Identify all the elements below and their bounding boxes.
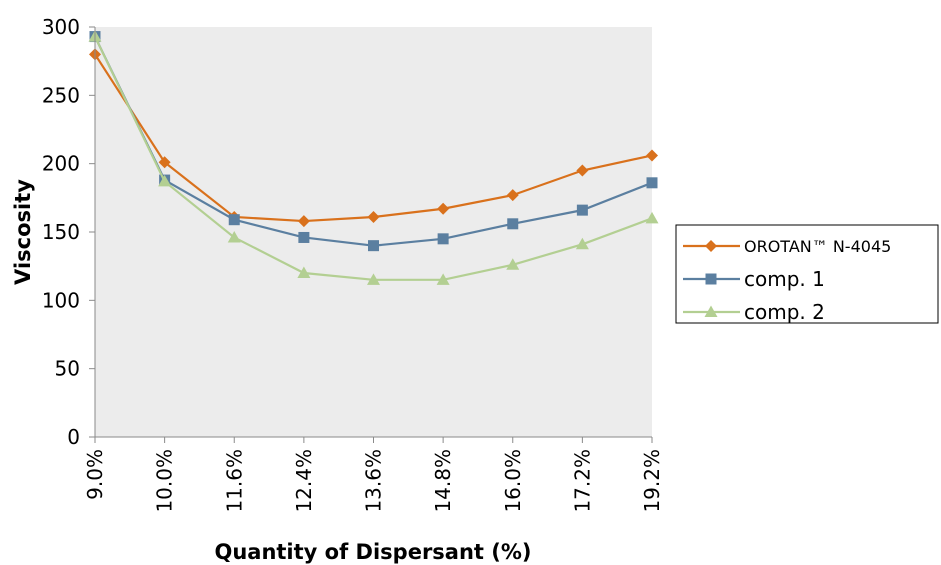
series-3-point [436, 273, 450, 285]
x-tick-label: 19.2% [640, 449, 664, 513]
legend-label: comp. 2 [744, 300, 825, 324]
y-tick-label: 200 [42, 152, 80, 176]
series-2-point [298, 231, 310, 243]
series-3-point [227, 230, 241, 243]
y-tick-label: 50 [55, 357, 80, 381]
series-2-point [576, 204, 588, 216]
legend-items: OROTAN™ N-4045 comp. 1 comp. 2 [683, 237, 891, 324]
series-3-point [158, 174, 172, 187]
y-tick-label: 300 [42, 15, 80, 39]
series-3-point [297, 266, 311, 278]
x-axis-title: Quantity of Dispersant (%) [214, 540, 531, 564]
y-tick-label: 250 [42, 83, 80, 107]
y-tick-label: 100 [42, 288, 80, 312]
series-1-point [646, 149, 658, 162]
legend-label: comp. 1 [744, 267, 825, 291]
y-axis-title: Viscosity [11, 179, 35, 285]
x-tick-label: 11.6% [222, 449, 246, 513]
series-1-point [297, 215, 310, 228]
series-3-point [367, 273, 380, 285]
legend-marker [705, 273, 717, 285]
y-axis-ticks: 0 50 100 150 200 250 300 [42, 15, 95, 449]
series-2-point [437, 233, 449, 245]
series-3-point [506, 258, 520, 270]
x-tick-label: 16.0% [501, 449, 525, 513]
series-2-point [507, 218, 519, 230]
series-1-point [158, 156, 171, 169]
legend-marker [705, 240, 717, 252]
y-tick-label: 0 [67, 425, 80, 449]
series-3-point [645, 211, 659, 224]
plot-area [95, 27, 652, 437]
x-tick-label: 9.0% [83, 449, 107, 500]
series-3-point [575, 237, 589, 250]
x-tick-label: 10.0% [153, 449, 177, 513]
y-tick-label: 150 [42, 220, 80, 244]
legend-marker [704, 305, 718, 317]
series-1-point [437, 202, 450, 215]
x-axis-ticks: 9.0% 10.0% 11.6% 12.4% 13.6% 14.8% 16.0% 17.2% 1… [83, 437, 664, 513]
series-1-point [576, 164, 589, 177]
series-1-point [367, 210, 380, 223]
x-tick-label: 14.8% [431, 449, 455, 513]
series-1-point [506, 189, 519, 202]
series-2-point [646, 177, 658, 189]
x-tick-label: 13.6% [362, 449, 386, 513]
x-tick-label: 17.2% [570, 449, 594, 513]
series-2-point [228, 214, 240, 226]
legend: OROTAN™ N-4045 comp. 1 comp. 2 [675, 224, 939, 324]
legend-box [675, 224, 939, 324]
legend-label: OROTAN™ N-4045 [744, 237, 891, 256]
x-tick-label: 12.4% [292, 449, 316, 513]
series-layer [88, 30, 659, 285]
series-3 [88, 30, 659, 285]
series-2-point [368, 240, 379, 252]
series-1 [89, 48, 658, 228]
